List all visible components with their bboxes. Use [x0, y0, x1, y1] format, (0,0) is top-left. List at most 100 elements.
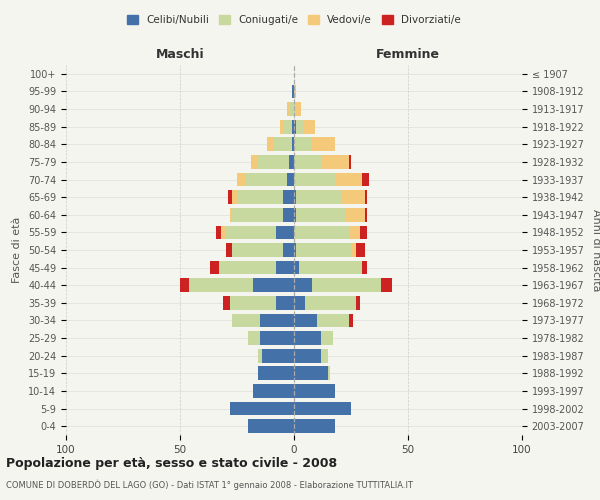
Bar — [299, 260, 362, 274]
Bar — [283, 190, 294, 204]
Bar — [232, 190, 237, 204]
Bar — [260, 314, 294, 328]
Bar — [322, 155, 349, 169]
Bar — [274, 138, 292, 151]
Bar — [294, 226, 349, 239]
Bar — [253, 278, 294, 292]
Bar — [232, 314, 260, 328]
Bar — [362, 172, 369, 186]
Bar — [296, 120, 303, 134]
Bar — [365, 208, 367, 222]
Bar — [349, 155, 351, 169]
Bar — [312, 138, 335, 151]
Bar — [294, 243, 296, 257]
Bar — [230, 208, 232, 222]
Bar — [294, 190, 296, 204]
Bar — [228, 190, 232, 204]
Bar — [260, 331, 294, 345]
Bar — [294, 420, 335, 433]
Bar — [292, 84, 294, 98]
Bar — [342, 190, 365, 204]
Bar — [251, 155, 257, 169]
Bar — [189, 278, 253, 292]
Bar — [349, 226, 360, 239]
Bar — [180, 278, 189, 292]
Bar — [253, 384, 294, 398]
Bar — [296, 190, 342, 204]
Bar — [303, 120, 314, 134]
Bar — [380, 278, 392, 292]
Bar — [294, 349, 322, 362]
Text: Popolazione per età, sesso e stato civile - 2008: Popolazione per età, sesso e stato civil… — [6, 458, 337, 470]
Bar — [289, 155, 294, 169]
Bar — [362, 260, 367, 274]
Bar — [226, 243, 232, 257]
Bar — [322, 331, 333, 345]
Bar — [365, 190, 367, 204]
Bar — [322, 349, 328, 362]
Bar — [296, 208, 346, 222]
Text: Femmine: Femmine — [376, 48, 440, 62]
Bar — [226, 226, 276, 239]
Bar — [232, 208, 283, 222]
Bar — [356, 243, 365, 257]
Bar — [280, 120, 283, 134]
Bar — [292, 120, 294, 134]
Bar — [294, 155, 322, 169]
Bar — [287, 172, 294, 186]
Bar — [237, 190, 283, 204]
Bar — [296, 102, 301, 116]
Bar — [289, 102, 294, 116]
Bar — [287, 102, 289, 116]
Bar — [294, 138, 312, 151]
Bar — [349, 314, 353, 328]
Text: COMUNE DI DOBERDÒ DEL LAGO (GO) - Dati ISTAT 1° gennaio 2008 - Elaborazione TUTT: COMUNE DI DOBERDÒ DEL LAGO (GO) - Dati I… — [6, 479, 413, 490]
Bar — [294, 102, 296, 116]
Bar — [294, 331, 322, 345]
Bar — [328, 366, 331, 380]
Bar — [294, 172, 335, 186]
Bar — [276, 260, 294, 274]
Bar — [360, 226, 367, 239]
Bar — [356, 296, 360, 310]
Bar — [230, 296, 276, 310]
Bar — [335, 172, 362, 186]
Bar — [276, 226, 294, 239]
Bar — [294, 384, 335, 398]
Bar — [294, 278, 312, 292]
Bar — [221, 226, 226, 239]
Bar — [305, 296, 356, 310]
Text: Maschi: Maschi — [155, 48, 205, 62]
Bar — [294, 120, 296, 134]
Legend: Celibi/Nubili, Coniugati/e, Vedovi/e, Divorziati/e: Celibi/Nubili, Coniugati/e, Vedovi/e, Di… — [123, 11, 465, 30]
Bar — [246, 172, 287, 186]
Bar — [217, 226, 221, 239]
Bar — [283, 208, 294, 222]
Bar — [248, 331, 260, 345]
Bar — [209, 260, 219, 274]
Bar — [294, 260, 299, 274]
Bar — [292, 138, 294, 151]
Y-axis label: Fasce di età: Fasce di età — [13, 217, 22, 283]
Bar — [294, 366, 328, 380]
Bar — [248, 420, 294, 433]
Bar — [294, 402, 351, 415]
Bar — [230, 402, 294, 415]
Bar — [294, 84, 296, 98]
Bar — [237, 172, 246, 186]
Bar — [283, 243, 294, 257]
Bar — [317, 314, 349, 328]
Bar — [294, 208, 296, 222]
Bar — [223, 296, 230, 310]
Bar — [294, 296, 305, 310]
Y-axis label: Anni di nascita: Anni di nascita — [591, 209, 600, 291]
Bar — [257, 349, 262, 362]
Bar — [312, 278, 380, 292]
Bar — [266, 138, 274, 151]
Bar — [257, 155, 289, 169]
Bar — [262, 349, 294, 362]
Bar — [294, 314, 317, 328]
Bar — [257, 366, 294, 380]
Bar — [232, 243, 283, 257]
Bar — [276, 296, 294, 310]
